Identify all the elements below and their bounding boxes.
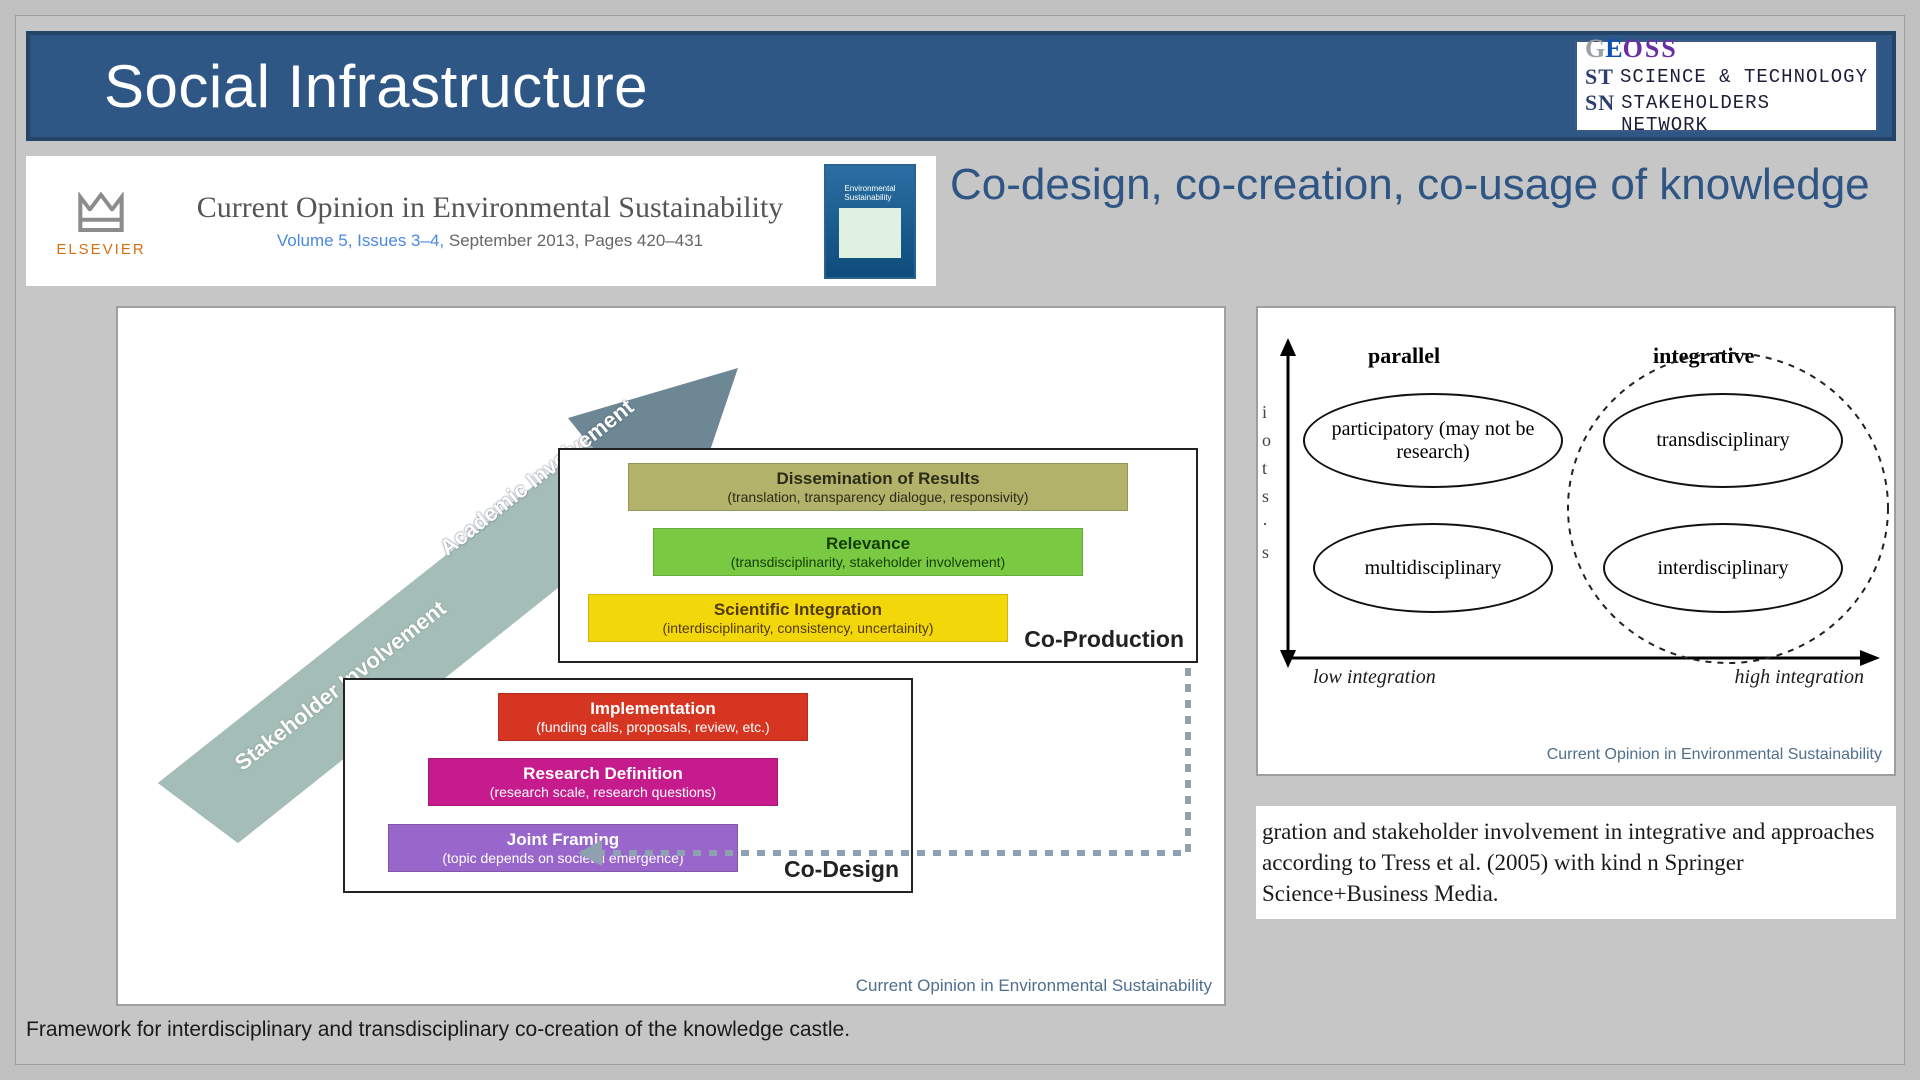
- logo-geoss-stsn: GEOSS ST SCIENCE & TECHNOLOGY SN STAKEHO…: [1575, 40, 1878, 132]
- approach-ellipse: participatory (may not be research): [1303, 393, 1563, 488]
- journal-meta: Volume 5, Issues 3–4, September 2013, Pa…: [186, 231, 794, 251]
- integration-diagram: parallel integrative iots·s participator…: [1256, 306, 1896, 776]
- approach-ellipse: interdisciplinary: [1603, 523, 1843, 613]
- axis-low: low integration: [1313, 666, 1436, 689]
- feedback-arrow-icon: [118, 308, 1228, 1008]
- left-caption: Framework for interdisciplinary and tran…: [26, 1018, 850, 1042]
- right-caption: gration and stakeholder involvement in i…: [1256, 806, 1896, 919]
- slide-frame: Social Infrastructure GEOSS ST SCIENCE &…: [15, 15, 1905, 1065]
- elsevier-logo: 🜲 ELSEVIER: [46, 185, 156, 258]
- approach-ellipse: multidisciplinary: [1313, 523, 1553, 613]
- left-source-note: Current Opinion in Environmental Sustain…: [856, 976, 1212, 996]
- approach-ellipse: transdisciplinary: [1603, 393, 1843, 488]
- framework-diagram: Academic Involvement Stakeholder Involve…: [116, 306, 1226, 1006]
- journal-title: Current Opinion in Environmental Sustain…: [186, 191, 794, 226]
- subtitle: Co-design, co-creation, co-usage of know…: [946, 151, 1896, 218]
- axis-high: high integration: [1735, 666, 1864, 689]
- journal-citation: 🜲 ELSEVIER Current Opinion in Environmen…: [26, 156, 936, 286]
- title-bar: Social Infrastructure GEOSS ST SCIENCE &…: [26, 31, 1896, 141]
- journal-cover-icon: EnvironmentalSustainability: [824, 164, 916, 279]
- logo-stsn: ST: [1585, 64, 1614, 90]
- slide-title: Social Infrastructure: [44, 52, 648, 121]
- right-source-note: Current Opinion in Environmental Sustain…: [1547, 746, 1882, 764]
